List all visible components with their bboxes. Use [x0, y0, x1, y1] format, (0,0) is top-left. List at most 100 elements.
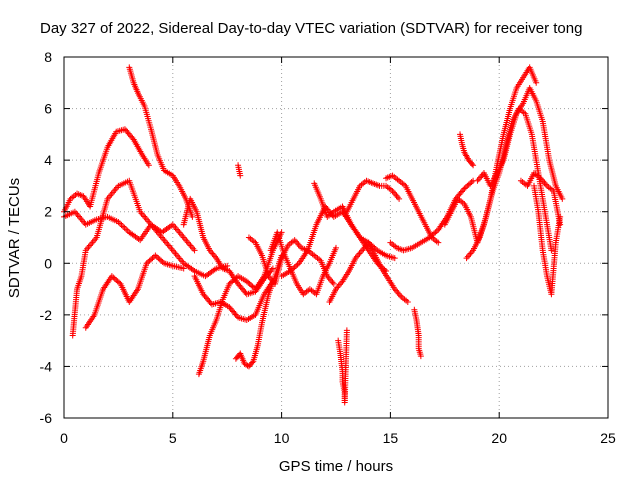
y-tick-label: 0: [44, 255, 52, 271]
series-arc-25: [517, 170, 564, 228]
data-point: [404, 298, 411, 305]
data-point: [395, 290, 402, 297]
data-point: [287, 268, 294, 275]
data-point: [148, 256, 155, 263]
data-point: [433, 228, 440, 235]
x-tick-label: 25: [600, 430, 616, 446]
series-arc-21: [441, 64, 540, 246]
y-tick-label: -6: [40, 410, 53, 426]
data-point: [464, 182, 471, 189]
data-point: [152, 252, 159, 259]
data-point: [129, 135, 136, 142]
data-point: [180, 265, 187, 272]
series-arc-26: [531, 182, 564, 298]
data-point: [467, 180, 474, 187]
data-point: [390, 189, 397, 196]
data-point: [111, 275, 118, 282]
data-point: [429, 231, 436, 238]
data-point: [189, 213, 196, 220]
data-point: [468, 179, 475, 186]
y-tick-label: 8: [44, 49, 52, 65]
data-point: [191, 247, 198, 254]
data-point: [356, 250, 363, 257]
x-tick-label: 15: [383, 430, 399, 446]
data-point: [292, 238, 299, 245]
data-point: [158, 257, 165, 264]
data-point: [394, 194, 401, 201]
data-point: [559, 195, 566, 202]
series-arc-10: [235, 162, 244, 179]
data-point: [156, 256, 163, 263]
data-point: [159, 258, 166, 265]
data-point: [372, 246, 379, 253]
data-point: [288, 266, 295, 273]
data-point: [291, 264, 298, 271]
data-point: [462, 184, 469, 191]
data-point: [248, 282, 255, 289]
x-tick-label: 0: [60, 430, 68, 446]
series-arc-9: [232, 252, 285, 370]
data-point: [333, 244, 339, 251]
data-point: [393, 192, 400, 199]
x-axis-title: GPS time / hours: [279, 458, 393, 475]
data-point: [464, 253, 471, 260]
chart-title: Day 327 of 2022, Sidereal Day-to-day VTE…: [40, 20, 582, 37]
data-point: [123, 226, 130, 233]
data-point: [557, 221, 564, 228]
data-point: [542, 181, 549, 188]
data-point: [460, 186, 467, 193]
data-point: [237, 172, 244, 179]
data-point: [533, 79, 540, 86]
data-point: [243, 278, 250, 285]
data-point: [249, 359, 256, 366]
data-point: [143, 260, 150, 267]
data-point: [145, 162, 152, 169]
data-point: [426, 234, 433, 241]
data-point: [146, 257, 153, 264]
data-point: [155, 255, 162, 262]
data-point: [417, 353, 424, 360]
data-point: [461, 185, 468, 192]
data-point: [110, 274, 117, 281]
data-point: [435, 239, 442, 246]
series-arc-15: [326, 239, 411, 305]
data-point: [226, 280, 233, 287]
data-point: [357, 248, 364, 255]
data-point: [269, 265, 276, 272]
data-point: [475, 176, 482, 183]
data-point: [113, 277, 120, 284]
data-point: [245, 279, 252, 286]
data-points: [61, 64, 566, 406]
data-point: [116, 279, 123, 286]
data-point: [432, 229, 439, 236]
x-tick-label: 20: [491, 430, 507, 446]
data-point: [268, 266, 275, 273]
data-point: [329, 279, 336, 286]
data-point: [145, 258, 152, 265]
series-arc-19: [387, 177, 477, 254]
data-point: [330, 280, 337, 287]
data-point: [463, 255, 470, 262]
data-point: [326, 276, 333, 283]
data-point: [293, 262, 300, 269]
series-arc-5: [82, 252, 187, 331]
data-point: [210, 252, 217, 259]
data-point: [430, 230, 437, 237]
data-point: [465, 181, 472, 188]
y-tick-label: 2: [44, 204, 52, 220]
y-tick-label: -2: [40, 307, 53, 323]
data-point: [249, 283, 256, 290]
series-arc-2: [126, 64, 196, 220]
series-arc-1: [61, 126, 152, 215]
data-point: [118, 221, 125, 228]
data-point: [328, 277, 335, 284]
data-point: [343, 327, 350, 334]
series-arc-4: [69, 177, 198, 339]
data-point: [477, 174, 484, 181]
axis-ticks: 0 5 10 15 20 25 -6 -4 -2 0 2 4 6 8: [40, 49, 616, 446]
series-arc-17: [343, 177, 403, 215]
data-point: [469, 161, 475, 168]
data-point: [541, 179, 548, 186]
data-point: [114, 278, 121, 285]
